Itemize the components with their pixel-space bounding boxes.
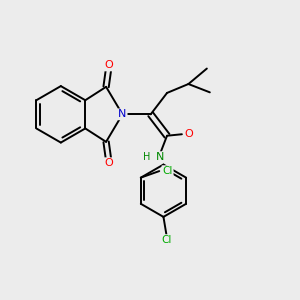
Text: N: N bbox=[118, 109, 127, 119]
Text: Cl: Cl bbox=[161, 235, 172, 245]
Text: N: N bbox=[155, 152, 164, 162]
Text: O: O bbox=[105, 158, 113, 168]
Text: O: O bbox=[105, 60, 113, 70]
Text: H: H bbox=[143, 152, 151, 162]
Text: Cl: Cl bbox=[162, 166, 173, 176]
Text: O: O bbox=[184, 129, 193, 139]
